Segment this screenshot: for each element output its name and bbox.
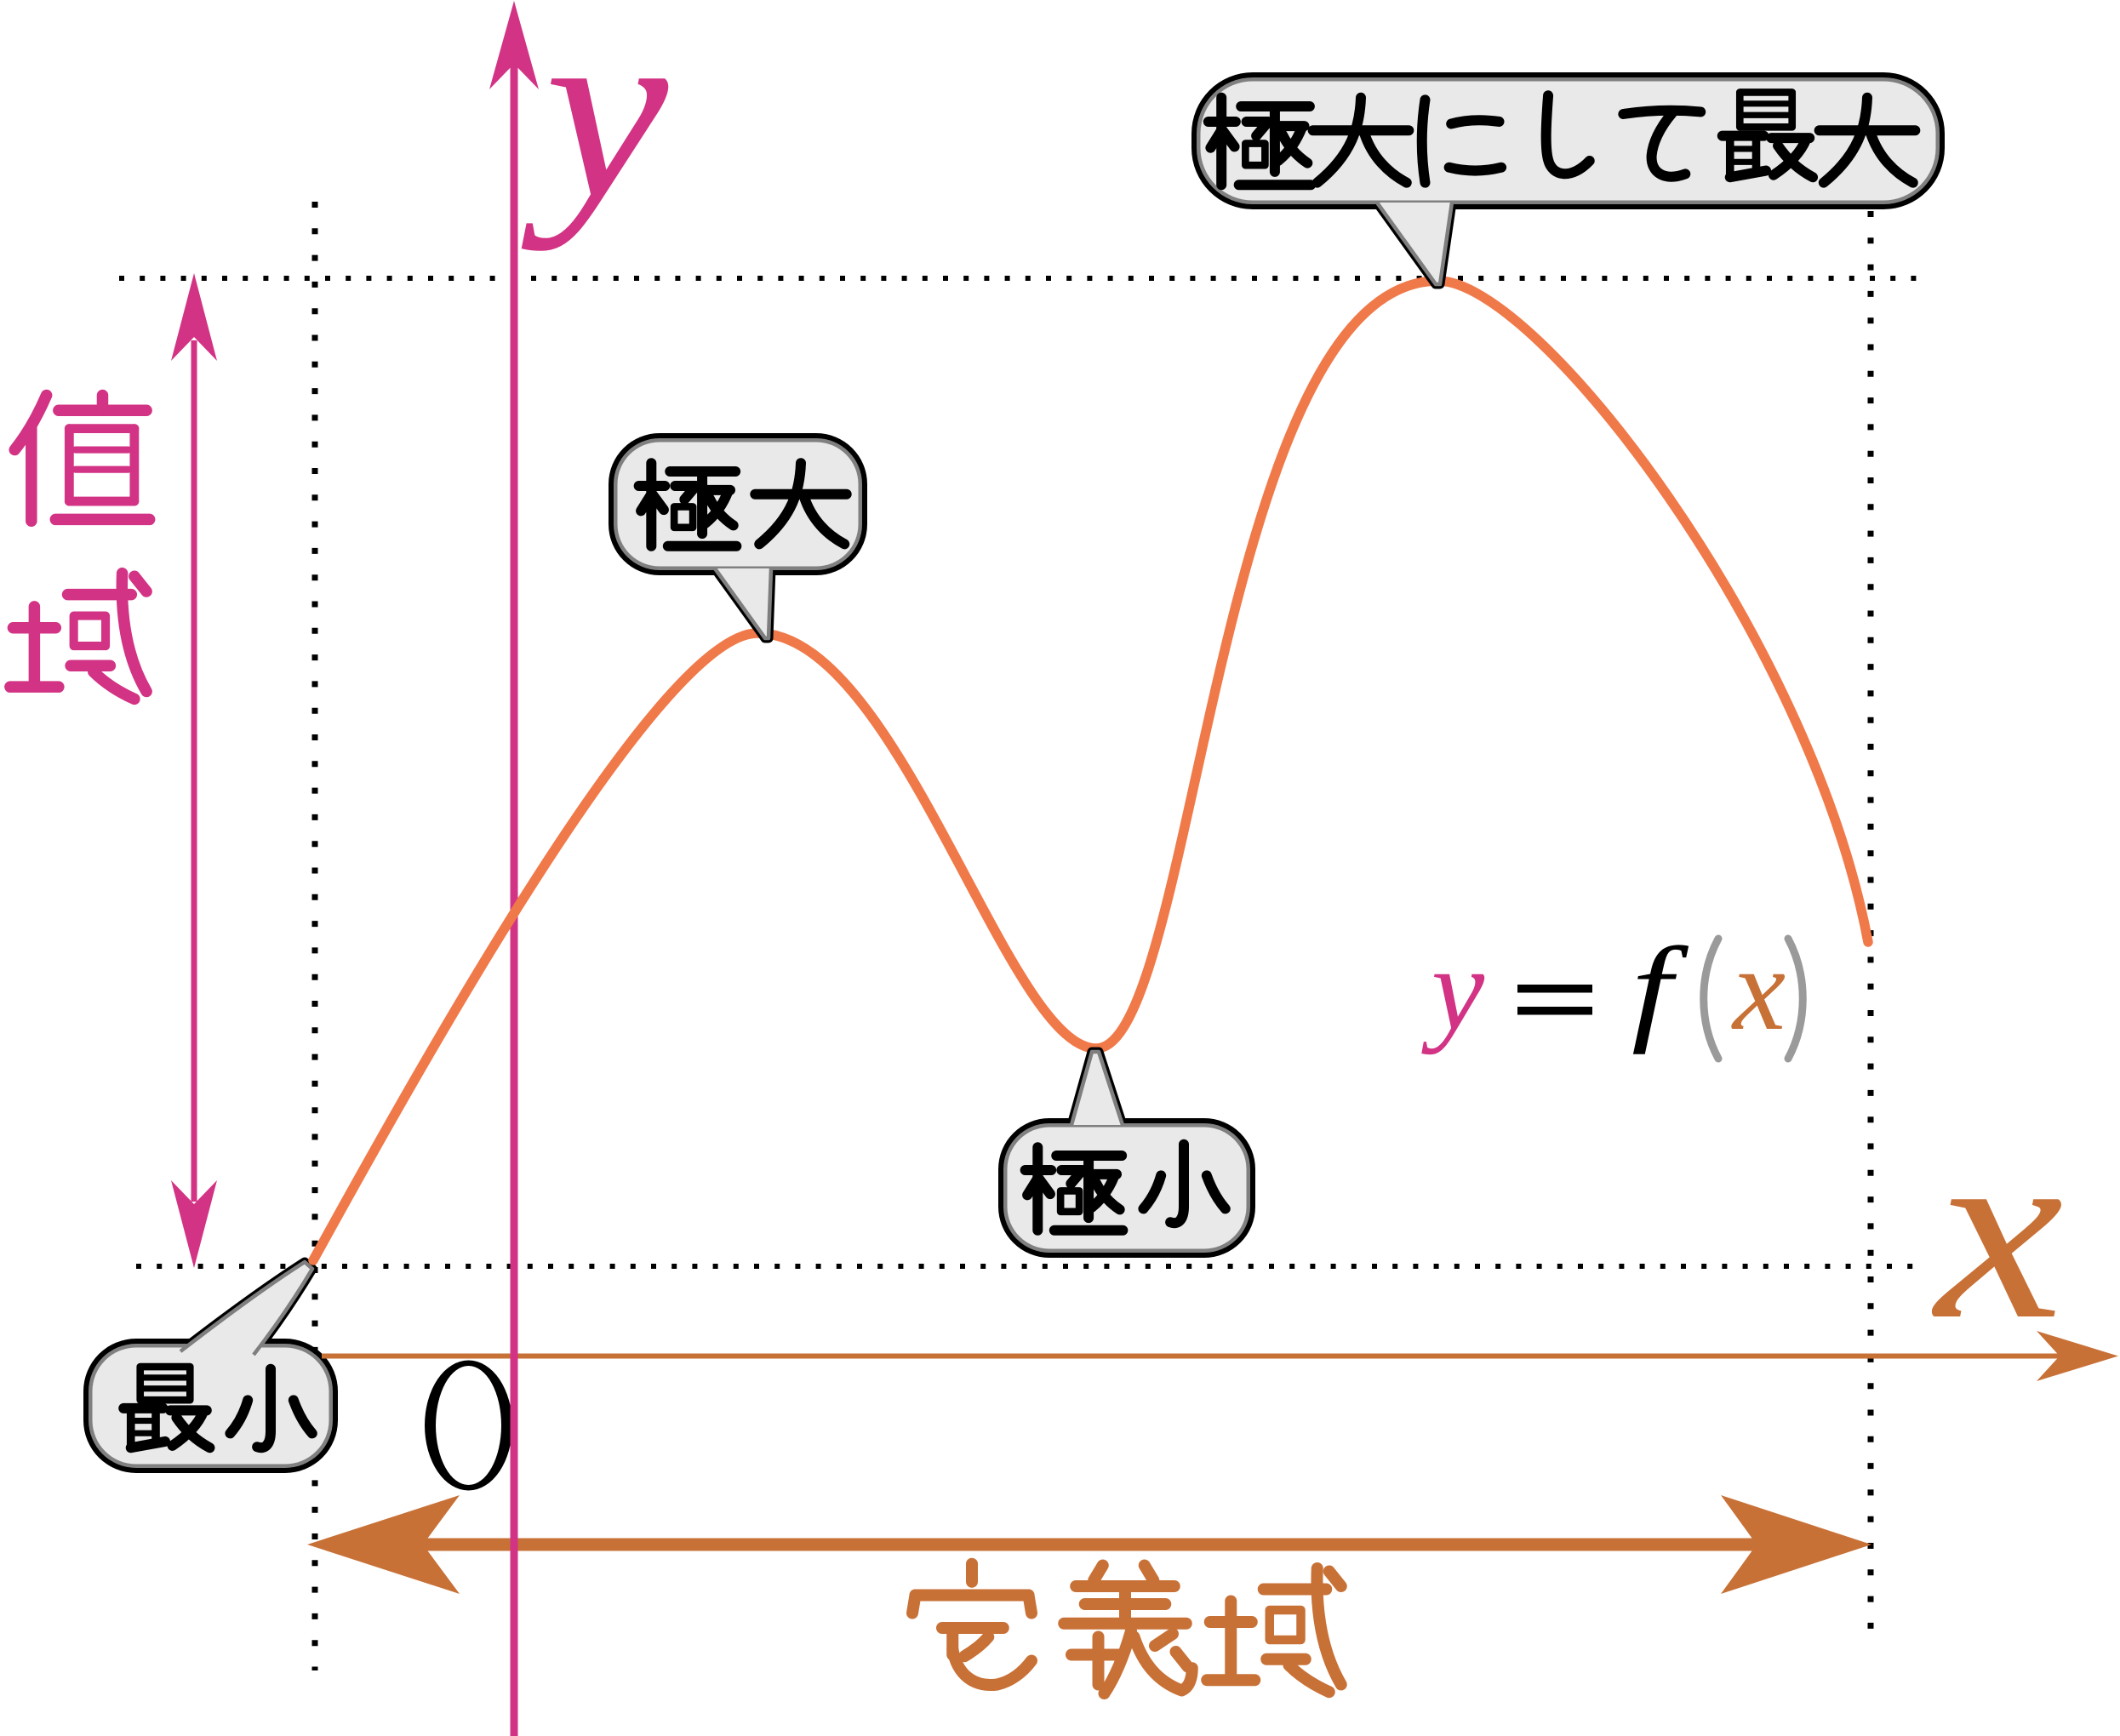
svg-text:y: y — [518, 0, 671, 252]
svg-text:x: x — [1931, 1090, 2064, 1373]
svg-text:x: x — [1731, 923, 1786, 1055]
svg-text:y: y — [1421, 923, 1485, 1055]
